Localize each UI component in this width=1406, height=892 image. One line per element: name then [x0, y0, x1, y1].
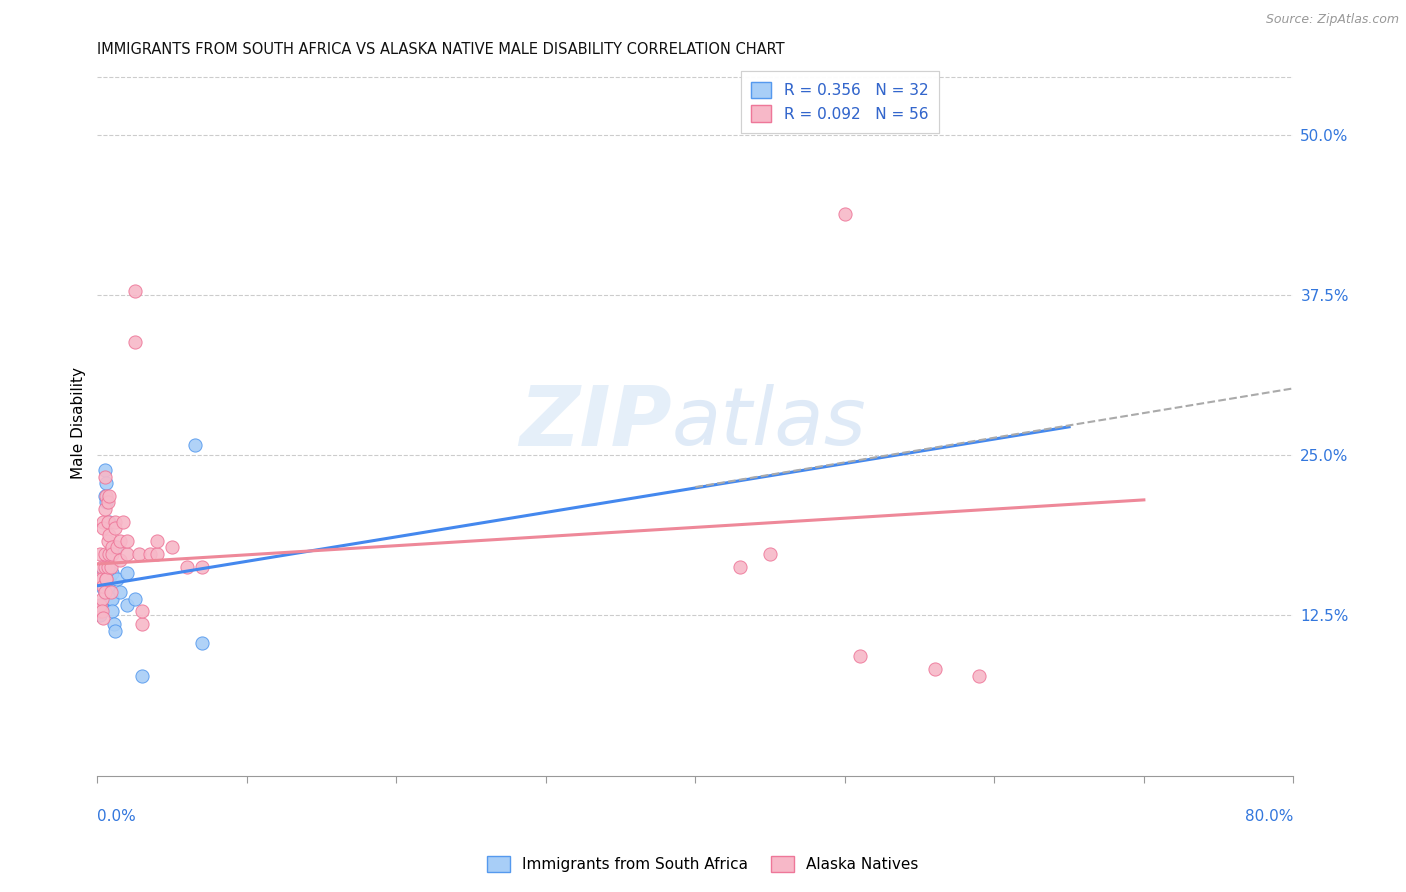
Point — [94, 547, 117, 561]
Point — [96, 489, 118, 503]
Point — [105, 573, 128, 587]
Point — [94, 559, 117, 574]
Point — [96, 495, 118, 509]
Point — [117, 533, 139, 548]
Point — [90, 573, 112, 587]
Point — [98, 489, 121, 503]
Point — [117, 598, 139, 612]
Point — [131, 617, 153, 632]
Point — [124, 591, 146, 606]
Text: atlas: atlas — [672, 384, 866, 462]
Point — [101, 547, 124, 561]
Point — [97, 515, 120, 529]
Point — [108, 553, 131, 567]
Point — [176, 559, 198, 574]
Point — [124, 284, 146, 298]
Point — [90, 559, 112, 574]
Point — [91, 521, 114, 535]
Point — [849, 649, 872, 664]
Text: Source: ZipAtlas.com: Source: ZipAtlas.com — [1265, 13, 1399, 27]
Point — [138, 547, 160, 561]
Text: 80.0%: 80.0% — [1244, 809, 1294, 824]
Point — [98, 573, 121, 587]
Point — [111, 515, 134, 529]
Point — [728, 559, 751, 574]
Point — [104, 541, 127, 555]
Point — [160, 541, 183, 555]
Point — [131, 668, 153, 682]
Point — [103, 617, 125, 632]
Point — [117, 566, 139, 580]
Point — [90, 573, 112, 587]
Point — [104, 521, 127, 535]
Point — [97, 547, 120, 561]
Point — [97, 495, 120, 509]
Point — [834, 207, 856, 221]
Point — [98, 527, 121, 541]
Point — [94, 585, 117, 599]
Point — [146, 547, 169, 561]
Text: IMMIGRANTS FROM SOUTH AFRICA VS ALASKA NATIVE MALE DISABILITY CORRELATION CHART: IMMIGRANTS FROM SOUTH AFRICA VS ALASKA N… — [97, 42, 785, 57]
Point — [96, 476, 118, 491]
Point — [91, 515, 114, 529]
Point — [97, 573, 120, 587]
Text: 0.0%: 0.0% — [97, 809, 136, 824]
Point — [90, 604, 112, 618]
Point — [98, 515, 121, 529]
Point — [117, 547, 139, 561]
Point — [89, 608, 111, 623]
Point — [104, 515, 127, 529]
Point — [97, 533, 120, 548]
Point — [91, 582, 114, 596]
Point — [100, 591, 122, 606]
Point — [97, 579, 120, 593]
Point — [183, 438, 205, 452]
Point — [96, 573, 118, 587]
Point — [108, 533, 131, 548]
Point — [100, 585, 122, 599]
Point — [101, 604, 124, 618]
Point — [91, 611, 114, 625]
Point — [101, 541, 124, 555]
Point — [96, 573, 118, 587]
Point — [131, 604, 153, 618]
Point — [969, 668, 991, 682]
Point — [94, 489, 117, 503]
Point — [98, 547, 121, 561]
Point — [94, 501, 117, 516]
Point — [90, 591, 112, 606]
Point — [96, 573, 118, 587]
Point — [104, 624, 127, 638]
Point — [87, 573, 110, 587]
Point — [94, 463, 117, 477]
Text: ZIP: ZIP — [519, 383, 672, 464]
Point — [191, 636, 214, 650]
Point — [108, 585, 131, 599]
Point — [101, 566, 124, 580]
Point — [101, 591, 124, 606]
Point — [100, 559, 122, 574]
Point — [146, 533, 169, 548]
Point — [91, 566, 114, 580]
Point — [89, 547, 111, 561]
Point — [94, 470, 117, 484]
Point — [105, 541, 128, 555]
Point — [191, 559, 214, 574]
Point — [87, 602, 110, 616]
Point — [91, 579, 114, 593]
Point — [94, 585, 117, 599]
Point — [128, 547, 150, 561]
Point — [97, 559, 120, 574]
Legend: Immigrants from South Africa, Alaska Natives: Immigrants from South Africa, Alaska Nat… — [479, 848, 927, 880]
Point — [89, 604, 111, 618]
Point — [124, 335, 146, 350]
Y-axis label: Male Disability: Male Disability — [72, 367, 86, 479]
Point — [89, 598, 111, 612]
Point — [759, 547, 782, 561]
Point — [90, 598, 112, 612]
Legend: R = 0.356   N = 32, R = 0.092   N = 56: R = 0.356 N = 32, R = 0.092 N = 56 — [741, 71, 939, 133]
Point — [924, 662, 946, 676]
